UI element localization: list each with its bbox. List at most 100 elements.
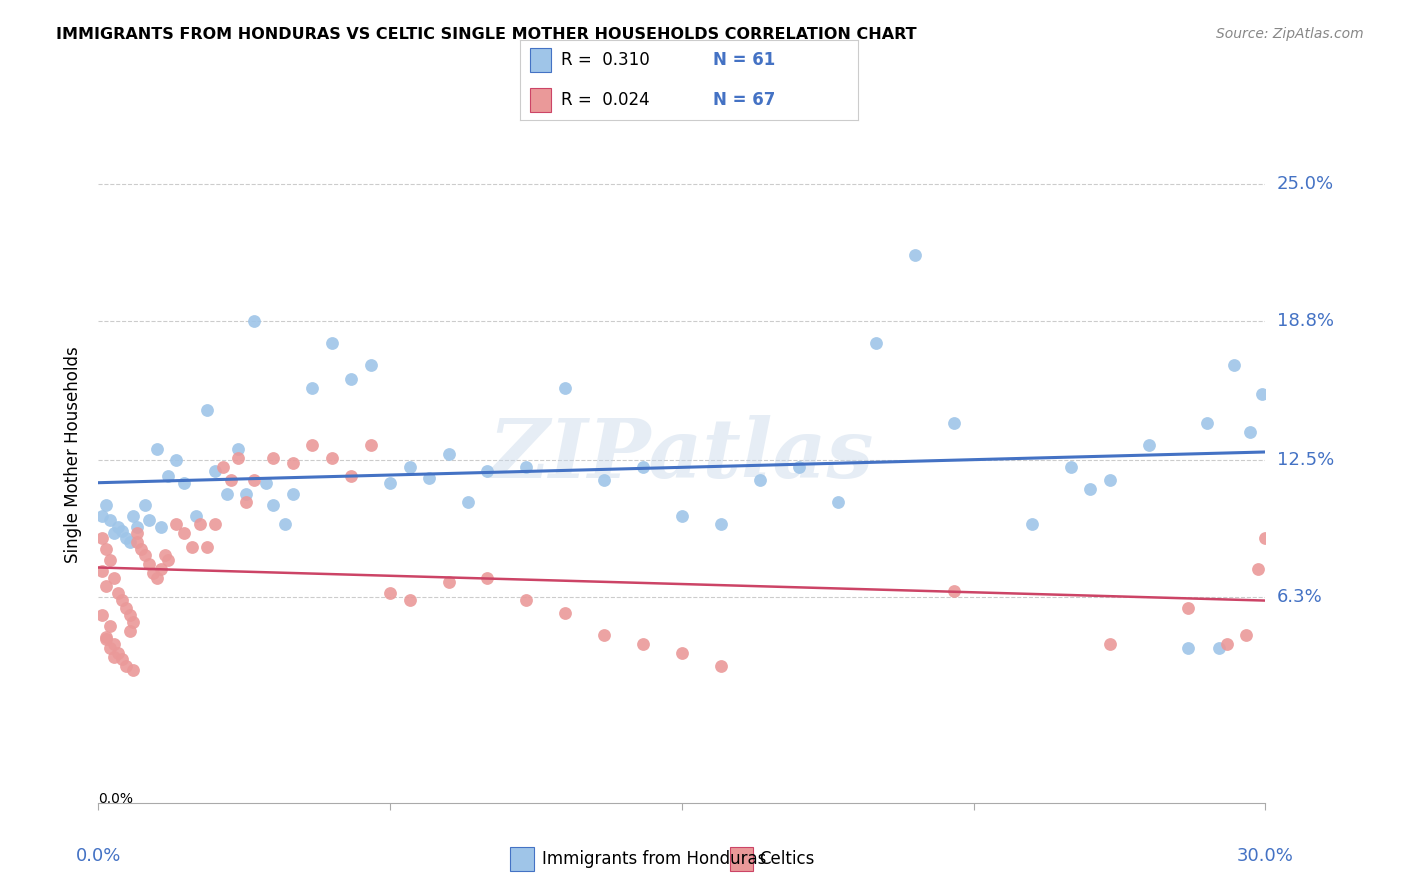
Point (1234, 628, 1257, 642)
Point (1208, 641, 1230, 656)
Point (281, 456, 304, 470)
Point (96, 632, 118, 647)
Text: R =  0.024: R = 0.024 (561, 91, 650, 110)
Point (98, 553, 121, 567)
Point (204, 517, 226, 532)
Point (235, 495, 257, 509)
Point (1021, 517, 1043, 532)
Point (96, 541, 118, 556)
Point (515, 460, 537, 475)
Point (103, 637, 125, 651)
Text: Celtics: Celtics (759, 849, 814, 868)
Text: 0.0%: 0.0% (76, 847, 121, 865)
Point (1080, 482, 1102, 496)
Point (340, 469, 363, 483)
Point (165, 453, 187, 467)
Point (274, 517, 297, 532)
Point (188, 517, 211, 532)
Point (243, 314, 266, 328)
Point (157, 469, 180, 483)
Point (103, 570, 125, 584)
Point (195, 402, 218, 417)
Text: Source: ZipAtlas.com: Source: ZipAtlas.com (1216, 27, 1364, 41)
Y-axis label: Single Mother Households: Single Mother Households (65, 347, 83, 563)
Point (96, 498, 118, 512)
Point (378, 586, 402, 600)
Point (943, 583, 966, 598)
Point (398, 592, 420, 607)
Point (593, 473, 616, 487)
Point (262, 451, 284, 466)
Point (91, 508, 114, 523)
Point (554, 380, 576, 394)
Text: 12.5%: 12.5% (1277, 451, 1334, 469)
Point (212, 460, 235, 475)
Point (301, 380, 323, 394)
Point (98, 513, 121, 527)
Point (254, 475, 277, 490)
Point (904, 248, 927, 262)
Point (118, 624, 141, 638)
Point (134, 498, 156, 512)
Point (157, 553, 180, 567)
Point (1254, 531, 1277, 545)
Point (631, 637, 654, 651)
Text: ZIPatlas: ZIPatlas (489, 415, 875, 495)
Point (98, 641, 121, 656)
Point (321, 336, 343, 351)
Text: 25.0%: 25.0% (1277, 176, 1334, 194)
Point (146, 442, 169, 457)
Text: 30.0%: 30.0% (1237, 847, 1294, 865)
Point (153, 549, 176, 563)
Point (127, 535, 149, 549)
Point (1137, 438, 1160, 452)
Point (943, 416, 966, 430)
Point (142, 566, 165, 580)
Point (184, 508, 207, 523)
Point (118, 608, 141, 623)
Point (710, 658, 733, 673)
Text: 6.3%: 6.3% (1277, 589, 1322, 607)
Point (378, 475, 402, 490)
Point (671, 646, 693, 660)
Point (1060, 460, 1083, 475)
Point (149, 519, 172, 533)
Point (204, 465, 226, 479)
Point (228, 442, 250, 457)
Point (96, 579, 118, 593)
Point (122, 508, 145, 523)
Point (418, 471, 440, 485)
Point (96, 630, 118, 644)
Point (215, 486, 238, 500)
Point (91, 531, 114, 545)
Point (360, 359, 382, 373)
Point (243, 473, 266, 487)
Point (107, 586, 129, 600)
Point (114, 601, 136, 615)
Point (554, 606, 576, 620)
Point (593, 628, 616, 642)
Point (1177, 641, 1199, 656)
Point (340, 372, 363, 386)
Point (457, 495, 479, 509)
Point (173, 475, 195, 490)
Bar (510, 847, 534, 871)
Point (1098, 473, 1121, 487)
Text: N = 61: N = 61 (713, 51, 775, 70)
Point (748, 473, 770, 487)
Point (1250, 387, 1272, 401)
Point (1195, 416, 1218, 430)
Point (114, 531, 136, 545)
Point (98, 619, 121, 633)
Point (228, 451, 250, 466)
Point (111, 592, 134, 607)
Point (107, 646, 129, 660)
Point (262, 498, 284, 512)
Text: IMMIGRANTS FROM HONDURAS VS CELTIC SINGLE MOTHER HOUSEHOLDS CORRELATION CHART: IMMIGRANTS FROM HONDURAS VS CELTIC SINGL… (56, 27, 917, 42)
Point (127, 519, 149, 533)
Point (91, 564, 114, 578)
Point (321, 451, 343, 466)
Point (122, 615, 145, 629)
Point (146, 570, 169, 584)
Point (787, 460, 810, 475)
